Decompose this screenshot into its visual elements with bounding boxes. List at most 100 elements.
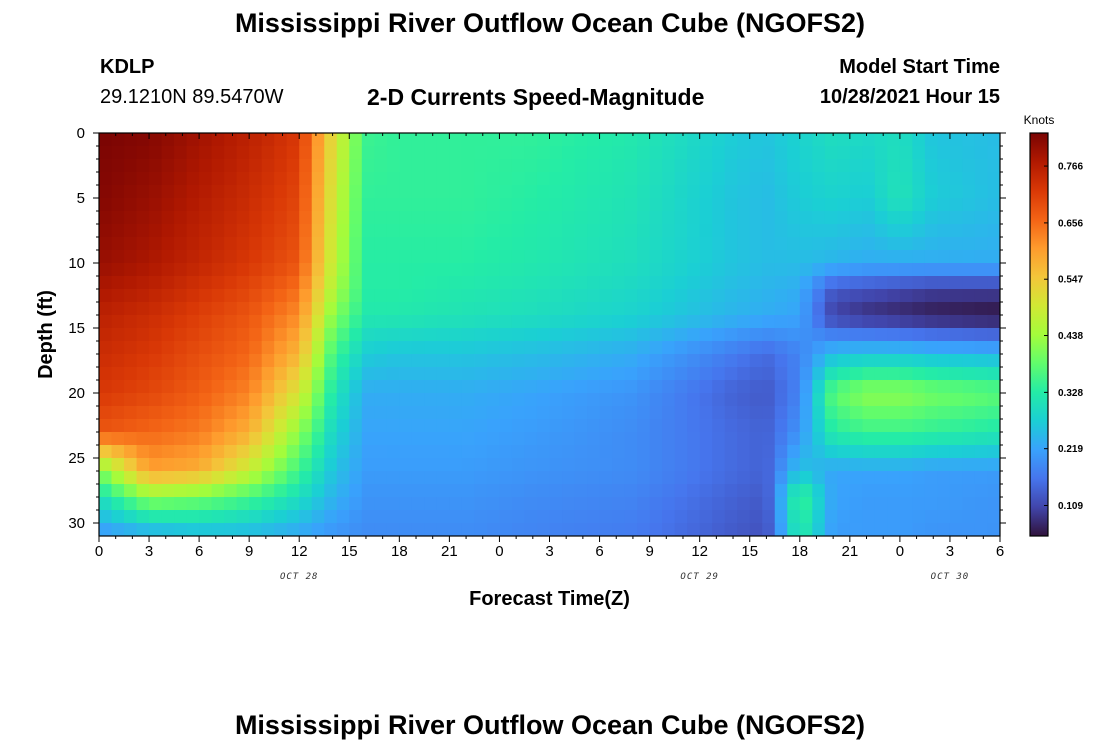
heatmap-cell	[311, 328, 325, 342]
heatmap-cell	[386, 237, 400, 251]
heatmap-cell	[299, 406, 313, 420]
heatmap-cell	[687, 250, 701, 264]
heatmap-cell	[687, 445, 701, 459]
heatmap-cell	[149, 458, 163, 472]
heatmap-cell	[699, 263, 713, 277]
heatmap-cell	[249, 458, 263, 472]
y-tick-label: 10	[68, 255, 85, 272]
heatmap-cell	[949, 328, 964, 342]
heatmap-cell	[599, 237, 613, 251]
heatmap-cell	[99, 185, 113, 199]
heatmap-cell	[186, 354, 200, 368]
heatmap-cell	[899, 471, 913, 485]
heatmap-cell	[161, 198, 175, 212]
x-tick-label: 3	[545, 543, 553, 560]
heatmap-cell	[599, 354, 613, 368]
heatmap-cell	[149, 419, 163, 433]
heatmap-cell	[549, 354, 563, 368]
heatmap-cell	[236, 198, 250, 212]
heatmap-cell	[962, 276, 976, 290]
heatmap-cell	[762, 380, 776, 394]
heatmap-cell	[174, 471, 188, 485]
heatmap-cell	[974, 458, 989, 472]
heatmap-cell	[862, 198, 876, 212]
heatmap-cell	[962, 497, 976, 511]
heatmap-cell	[812, 302, 826, 316]
heatmap-cell	[962, 341, 976, 355]
heatmap-cell	[124, 341, 138, 355]
heatmap-cell	[587, 458, 601, 472]
heatmap-cell	[949, 198, 964, 212]
heatmap-cell	[774, 263, 788, 277]
heatmap-cell	[174, 185, 188, 199]
heatmap-cell	[812, 419, 826, 433]
y-tick-label: 30	[68, 515, 85, 532]
heatmap-cell	[211, 341, 225, 355]
heatmap-cell	[949, 250, 964, 264]
heatmap-cell	[924, 172, 939, 186]
heatmap-cell	[774, 211, 788, 225]
heatmap-cell	[912, 393, 926, 407]
heatmap-cell	[549, 289, 563, 303]
heatmap-cell	[637, 458, 651, 472]
heatmap-cell	[924, 367, 939, 381]
heatmap-cell	[236, 393, 250, 407]
heatmap-cell	[311, 471, 325, 485]
heatmap-cell	[962, 445, 976, 459]
colorbar-gradient	[1029, 132, 1049, 537]
heatmap-cell	[324, 172, 338, 186]
heatmap-cell	[124, 250, 138, 264]
heatmap-cell	[336, 523, 350, 536]
heatmap-cell	[562, 406, 576, 420]
heatmap-cell	[536, 458, 551, 472]
heatmap-cell	[324, 289, 338, 303]
heatmap-cell	[124, 445, 138, 459]
heatmap-cell	[624, 523, 638, 536]
heatmap-cell	[99, 523, 113, 536]
y-tick-label: 20	[68, 385, 85, 402]
heatmap-cell	[637, 432, 651, 446]
heatmap-cell	[274, 328, 288, 342]
heatmap-cell	[511, 133, 526, 147]
heatmap-cell	[837, 484, 851, 498]
heatmap-cell	[161, 172, 175, 186]
heatmap-cell	[912, 341, 926, 355]
heatmap-cell	[149, 328, 163, 342]
heatmap-cell	[949, 380, 964, 394]
heatmap-cell	[824, 211, 838, 225]
heatmap-cell	[887, 523, 901, 536]
heatmap-cell	[274, 354, 288, 368]
heatmap-cell	[712, 497, 726, 511]
heatmap-cell	[111, 172, 125, 186]
heatmap-cell	[136, 289, 150, 303]
heatmap-cell	[99, 146, 113, 160]
heatmap-cell	[937, 367, 951, 381]
heatmap-cell	[411, 471, 425, 485]
heatmap-cell	[749, 354, 763, 368]
heatmap-cell	[286, 250, 300, 264]
heatmap-cell	[787, 237, 801, 251]
heatmap-cell	[787, 510, 801, 524]
heatmap-cell	[937, 510, 951, 524]
heatmap-cell	[987, 354, 1000, 368]
heatmap-cell	[574, 484, 588, 498]
heatmap-cell	[461, 224, 476, 238]
heatmap-cell	[962, 146, 976, 160]
heatmap-cell	[224, 146, 238, 160]
heatmap-cell	[336, 393, 350, 407]
heatmap-cell	[411, 315, 425, 329]
heatmap-cell	[261, 354, 275, 368]
heatmap-cell	[612, 471, 626, 485]
heatmap-cell	[261, 523, 275, 536]
heatmap-cell	[536, 393, 551, 407]
heatmap-cell	[236, 159, 250, 173]
heatmap-cell	[124, 328, 138, 342]
heatmap-cell	[499, 484, 513, 498]
heatmap-cell	[787, 380, 801, 394]
heatmap-cell	[349, 471, 363, 485]
heatmap-cell	[799, 159, 813, 173]
heatmap-cell	[987, 224, 1000, 238]
heatmap-cell	[436, 458, 450, 472]
heatmap-cell	[762, 354, 776, 368]
heatmap-cell	[712, 172, 726, 186]
